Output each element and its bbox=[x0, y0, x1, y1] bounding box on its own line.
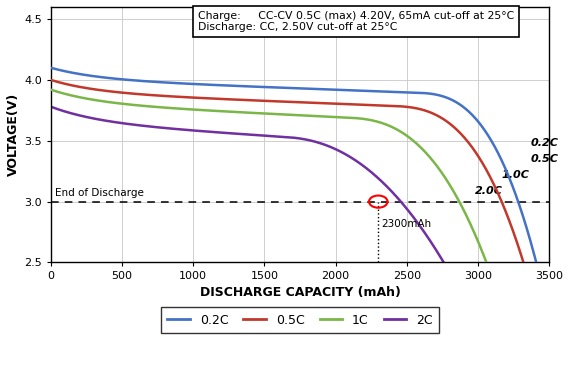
1C bbox=[390, 126, 397, 130]
X-axis label: DISCHARGE CAPACITY (mAh): DISCHARGE CAPACITY (mAh) bbox=[200, 285, 400, 299]
1C bbox=[470, 229, 477, 233]
0.5C bbox=[520, 260, 527, 265]
2C bbox=[228, 131, 235, 135]
Line: 0.2C: 0.2C bbox=[51, 68, 536, 262]
1C bbox=[470, 229, 477, 234]
Text: 2.0C: 2.0C bbox=[475, 186, 503, 196]
0.2C bbox=[519, 211, 526, 215]
0.5C bbox=[506, 220, 513, 224]
Text: Charge:     CC-CV 0.5C (max) 4.20V, 65mA cut-off at 25°C
Discharge: CC, 2.50V cu: Charge: CC-CV 0.5C (max) 4.20V, 65mA cut… bbox=[198, 11, 514, 32]
Text: 2300mAh: 2300mAh bbox=[381, 219, 431, 229]
Y-axis label: VOLTAGE(V): VOLTAGE(V) bbox=[7, 93, 20, 176]
0.2C bbox=[271, 85, 278, 90]
2C bbox=[440, 260, 447, 265]
Text: 1.0C: 1.0C bbox=[502, 170, 530, 180]
0.2C bbox=[47, 66, 54, 70]
0.5C bbox=[264, 99, 271, 103]
1C bbox=[248, 111, 255, 115]
Text: 0.5C: 0.5C bbox=[531, 154, 559, 164]
2C bbox=[67, 111, 74, 115]
0.2C bbox=[72, 71, 79, 75]
2C bbox=[429, 242, 435, 246]
Legend: 0.2C, 0.5C, 1C, 2C: 0.2C, 0.5C, 1C, 2C bbox=[161, 307, 439, 333]
Line: 2C: 2C bbox=[51, 107, 443, 262]
0.5C bbox=[47, 78, 54, 82]
2C bbox=[357, 161, 364, 166]
Text: End of Discharge: End of Discharge bbox=[55, 188, 144, 198]
1C bbox=[483, 260, 490, 265]
2C bbox=[429, 242, 435, 246]
2C bbox=[238, 132, 245, 136]
0.5C bbox=[72, 84, 79, 88]
2C bbox=[47, 105, 54, 109]
1C bbox=[47, 87, 54, 92]
Line: 0.5C: 0.5C bbox=[51, 80, 523, 262]
0.2C bbox=[533, 260, 540, 265]
0.2C bbox=[430, 92, 437, 96]
Line: 1C: 1C bbox=[51, 90, 486, 262]
0.5C bbox=[277, 99, 284, 104]
0.2C bbox=[519, 212, 526, 216]
Text: 0.2C: 0.2C bbox=[531, 138, 559, 148]
1C bbox=[70, 94, 76, 98]
0.5C bbox=[506, 219, 513, 224]
0.5C bbox=[420, 108, 426, 112]
0.2C bbox=[283, 86, 290, 90]
1C bbox=[259, 111, 266, 116]
